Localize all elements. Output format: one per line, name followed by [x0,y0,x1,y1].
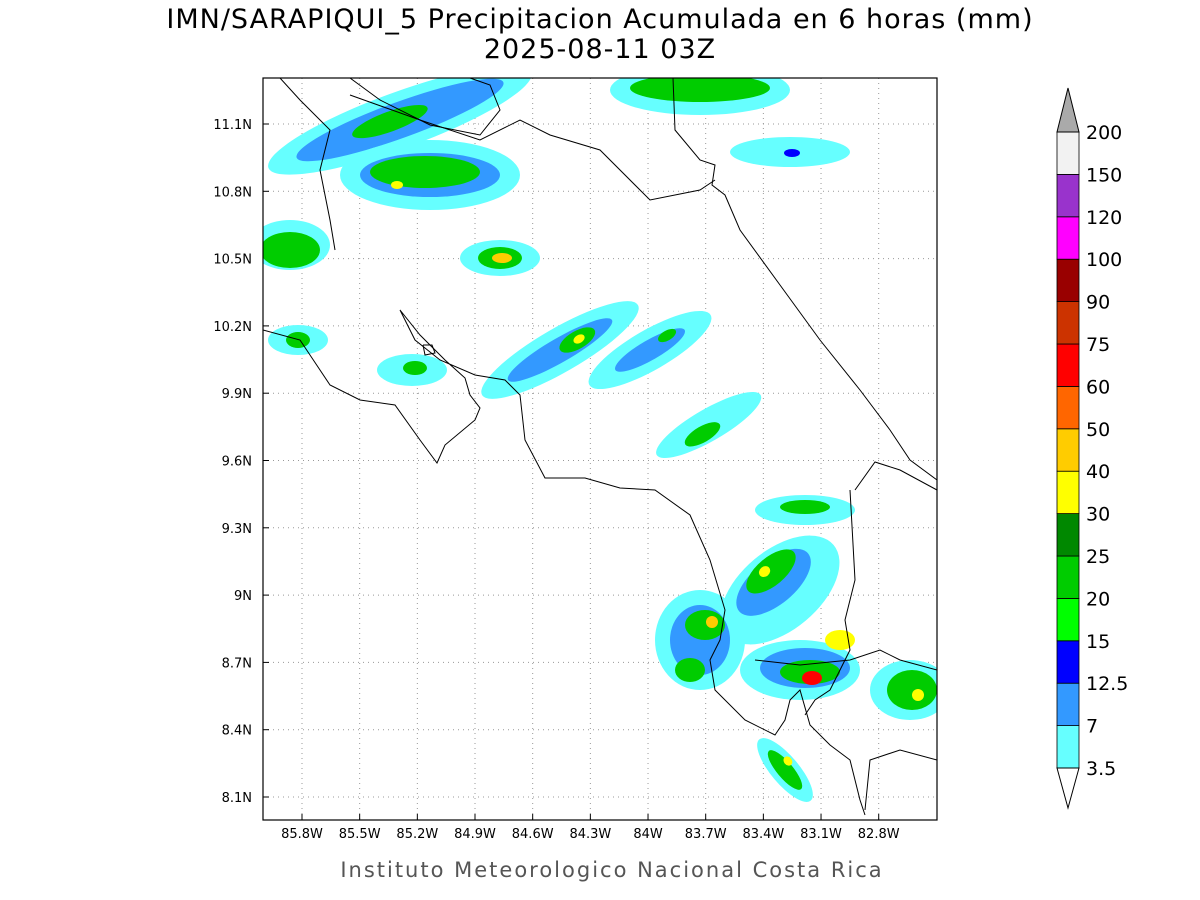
lat-label: 9.6N [222,455,252,470]
under-triangle [1056,767,1080,810]
colorbar-label: 100 [1086,249,1122,271]
lon-label: 84.3W [569,827,611,842]
color-swatch [1056,513,1080,557]
lon-label: 82.8W [858,827,900,842]
axis-labels: 85.8W 85.5W 85.2W 84.9W 84.6W 84.3W 84W 83.7W 83… [213,118,899,842]
colorbar-label: 7 [1086,716,1098,738]
color-swatch [1056,385,1080,430]
colorbar-label: 90 [1086,292,1110,314]
subtitle: 2025-08-11 03Z [484,34,716,65]
lat-label: 10.8N [213,185,252,200]
lon-label: 83.4W [742,827,784,842]
lon-label: 84W [633,827,663,842]
lat-label: 9.9N [222,387,252,402]
colorbar-label: 40 [1086,461,1110,483]
colorbar-label: 200 [1086,122,1122,144]
over-triangle [1056,87,1080,133]
colorbar-label: 20 [1086,588,1110,610]
colorbar-label: 75 [1086,334,1110,356]
colorbar-label: 150 [1086,164,1122,186]
colorbar-label: 25 [1086,546,1110,568]
lat-label: 8.4N [222,724,252,739]
colorbar: 3.5 7 12.5 15 20 25 30 40 50 60 75 90 100 120 150 200 [1056,87,1128,810]
precip-field [263,78,937,802]
color-swatch [1056,173,1080,218]
lat-label: 11.1N [213,118,252,133]
map-frame [262,77,938,821]
colorbar-label: 12.5 [1086,673,1128,695]
colorbar-label: 15 [1086,631,1110,653]
grid [263,78,937,820]
colorbar-label: 30 [1086,504,1110,526]
colorbar-label: 60 [1086,376,1110,398]
lon-label: 84.9W [454,827,496,842]
lon-label: 83.1W [800,827,842,842]
color-swatch [1056,343,1080,387]
color-swatch [1056,725,1080,769]
color-swatch [1056,131,1080,175]
lat-label: 10.2N [213,320,252,335]
title: IMN/SARAPIQUI_5 Precipitacion Acumulada … [166,4,1033,35]
colorbar-label: 3.5 [1086,758,1116,780]
coastlines [263,78,937,816]
lon-label: 85.8W [281,827,323,842]
color-swatch [1056,216,1080,260]
lon-label: 84.6W [512,827,554,842]
lon-label: 83.7W [685,827,727,842]
lat-label: 9N [234,589,252,604]
lon-label: 85.5W [339,827,381,842]
color-swatch [1056,301,1080,345]
lat-label: 8.1N [222,791,252,806]
color-swatch [1056,258,1080,303]
color-swatch [1056,470,1080,515]
color-swatch [1056,598,1080,642]
footer: Instituto Meteorologico Nacional Costa R… [340,858,883,882]
lat-label: 10.5N [213,253,252,268]
lat-label: 8.7N [222,656,252,671]
color-swatch [1056,555,1080,599]
color-swatch [1056,428,1080,472]
color-swatch [1056,682,1080,727]
colorbar-label: 120 [1086,207,1122,229]
colorbar-label: 50 [1086,419,1110,441]
lon-label: 85.2W [396,827,438,842]
color-swatch [1056,640,1080,684]
lat-label: 9.3N [222,522,252,537]
